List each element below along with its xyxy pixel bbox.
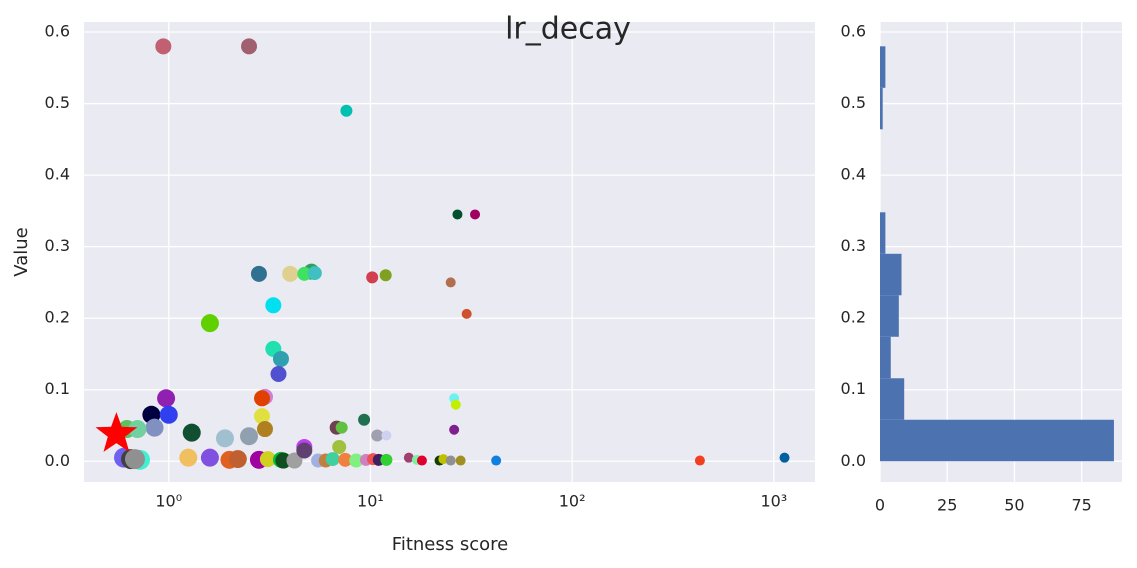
point [403, 452, 414, 463]
point [128, 420, 147, 439]
point [371, 429, 384, 442]
point [200, 314, 219, 333]
histogram-bar [880, 253, 902, 296]
point [445, 455, 456, 466]
point [349, 453, 364, 468]
point [200, 448, 219, 467]
histogram-background [880, 22, 1122, 482]
point [228, 450, 247, 469]
histogram-bar [880, 295, 899, 337]
y-tick-label: 0.4 [841, 165, 866, 184]
point [256, 421, 273, 438]
point [157, 389, 176, 408]
point [272, 350, 289, 367]
y-tick-label: 0.1 [45, 379, 70, 398]
point [338, 452, 353, 467]
point [452, 209, 463, 220]
x-tick-label: 10⁰ [155, 492, 182, 511]
histogram-bar [880, 419, 1114, 462]
chart-title: lr_decay [505, 12, 631, 47]
point [215, 429, 234, 448]
y-tick-label: 0.3 [841, 236, 866, 255]
point [332, 439, 347, 454]
y-tick-label: 0.0 [45, 451, 70, 470]
point [358, 413, 371, 426]
point [779, 452, 790, 463]
point [259, 451, 276, 468]
point [307, 266, 322, 281]
x-tick-label: 75 [1071, 496, 1091, 515]
y-tick-label: 0.5 [841, 93, 866, 112]
point [450, 399, 461, 410]
point [381, 430, 392, 441]
point [416, 455, 427, 466]
histogram-bar [880, 46, 886, 88]
histogram-bar [880, 378, 905, 420]
point [159, 405, 178, 424]
x-tick-label: 10¹ [357, 492, 384, 511]
point [124, 449, 145, 470]
point [380, 453, 393, 466]
y-tick-label: 0.6 [45, 22, 70, 41]
point [296, 442, 313, 459]
point [240, 427, 259, 446]
point [250, 265, 267, 282]
point [297, 266, 312, 281]
point [449, 424, 460, 435]
y-axis-label: Value [11, 227, 32, 276]
histogram-bar [880, 87, 883, 130]
point [325, 452, 340, 467]
point [145, 418, 164, 437]
point [254, 390, 271, 407]
point [275, 452, 292, 469]
point [379, 269, 392, 282]
x-tick-label: 50 [1004, 496, 1024, 515]
point [461, 308, 472, 319]
point [270, 365, 287, 382]
point [254, 408, 271, 425]
y-tick-label: 0.6 [841, 22, 866, 41]
point [265, 297, 282, 314]
point [694, 455, 705, 466]
y-tick-label: 0.5 [45, 93, 70, 112]
point [491, 455, 502, 466]
x-tick-label: 10³ [760, 492, 787, 511]
best-point [95, 412, 138, 452]
x-tick-label: 25 [937, 496, 957, 515]
y-tick-label: 0.1 [841, 379, 866, 398]
y-tick-label: 0.0 [841, 451, 866, 470]
x-axis-label: Fitness score [392, 534, 508, 555]
histogram-bar [880, 212, 886, 254]
point [445, 277, 456, 288]
x-tick-label: 10² [559, 492, 586, 511]
point [335, 421, 348, 434]
y-tick-label: 0.3 [45, 236, 70, 255]
point [241, 38, 258, 55]
point [455, 455, 466, 466]
point [179, 448, 198, 467]
point [340, 104, 353, 117]
histogram-bar [880, 336, 891, 379]
point [366, 271, 379, 284]
point [286, 452, 303, 469]
y-tick-label: 0.2 [841, 308, 866, 327]
y-tick-label: 0.4 [45, 165, 70, 184]
point [282, 265, 299, 282]
point [182, 423, 201, 442]
scatter-background [84, 22, 815, 482]
point [155, 38, 172, 55]
point [470, 209, 481, 220]
x-tick-label: 0 [875, 496, 885, 515]
y-tick-label: 0.2 [45, 308, 70, 327]
